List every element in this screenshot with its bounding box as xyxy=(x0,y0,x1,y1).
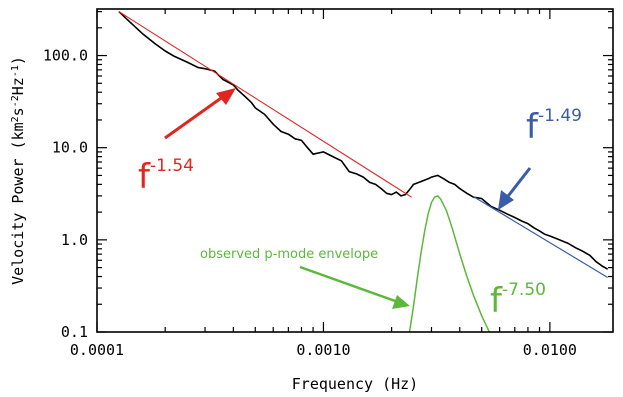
plot-frame xyxy=(96,8,614,333)
x-tick-label: 0.0001 xyxy=(70,341,124,359)
y-axis-title: Velocity Power (km2s-2Hz-1) xyxy=(9,56,27,285)
red-fit-arrow xyxy=(164,94,225,140)
y-tick-label: 100.0 xyxy=(43,47,88,65)
blue-fit-line xyxy=(473,196,609,279)
ticks-layer xyxy=(96,9,613,333)
series-layer xyxy=(118,11,609,332)
envelope-line xyxy=(408,195,490,332)
spectrum-line xyxy=(118,11,609,270)
red-fit-label: f-1.54 xyxy=(138,156,194,197)
labels-layer: 0.0001 0.0010 0.0100 0.1 1.0 10.0 100.0 xyxy=(43,47,577,359)
envelope-arrow xyxy=(299,265,399,304)
blue-fit-label: f-1.49 xyxy=(526,106,582,147)
y-tick-label: 10.0 xyxy=(52,139,88,157)
red-fit-annotation: f-1.54 xyxy=(138,88,236,197)
y-tick-label: 0.1 xyxy=(61,323,88,341)
plot-content xyxy=(118,11,609,332)
envelope-arrowhead xyxy=(392,295,410,309)
envelope-note: observed p-mode envelope xyxy=(200,247,378,262)
x-tick-label: 0.0100 xyxy=(523,341,577,359)
x-tick-label: 0.0010 xyxy=(296,341,350,359)
blue-fit-arrowhead xyxy=(498,190,514,210)
red-fit-line xyxy=(118,11,412,198)
x-axis-title: Frequency (Hz) xyxy=(292,375,418,393)
red-fit-arrowhead xyxy=(216,88,236,105)
green-envelope-annotation: f-7.50 observed p-mode envelope xyxy=(200,247,546,321)
envelope-fit-label: f-7.50 xyxy=(490,280,546,321)
blue-fit-arrow xyxy=(503,167,532,201)
y-tick-label: 1.0 xyxy=(61,231,88,249)
blue-fit-annotation: f-1.49 xyxy=(498,106,582,210)
